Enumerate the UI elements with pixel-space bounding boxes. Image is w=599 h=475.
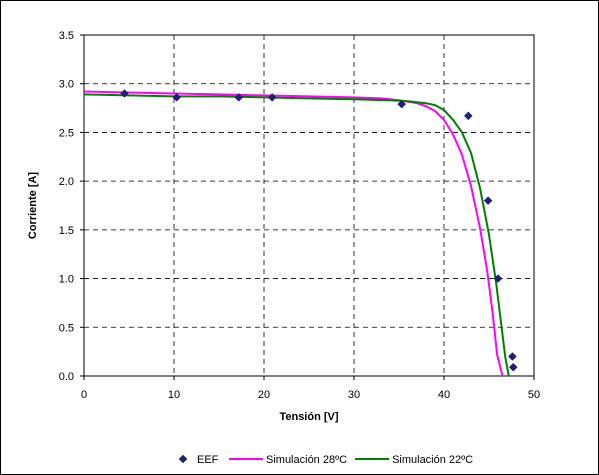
y-tick-label: 2.5 <box>59 127 74 139</box>
data-point-eef <box>397 99 407 109</box>
y-tick-label: 0.5 <box>59 322 74 334</box>
data-point-eef <box>508 352 517 361</box>
y-tick-label: 3.0 <box>59 79 74 91</box>
plot-area <box>84 35 534 376</box>
legend-label: Simulación 22ºC <box>392 454 473 466</box>
legend-label: EEF <box>197 454 219 466</box>
y-tick-label: 1.5 <box>59 225 74 237</box>
data-point-eef <box>483 196 493 205</box>
series-line-simulación-22ºc <box>83 93 510 377</box>
x-tick-label: 0 <box>81 389 87 401</box>
x-tick-label: 30 <box>348 389 360 401</box>
y-tick-label: 3.5 <box>59 30 74 42</box>
data-point-eef <box>120 89 129 98</box>
data-point-eef <box>463 111 473 121</box>
x-tick-label: 40 <box>438 389 450 401</box>
data-point-eef <box>172 93 182 102</box>
x-tick-label: 20 <box>258 389 270 401</box>
x-axis-title: Tensión [V] <box>279 411 338 423</box>
data-point-eef <box>234 93 244 102</box>
x-tick-label: 50 <box>528 389 540 401</box>
plot-border <box>83 34 535 377</box>
data-point-eef <box>267 93 277 102</box>
y-tick-label: 2.0 <box>59 176 74 188</box>
y-axis-title: Corriente [A] <box>27 172 39 240</box>
data-point-eef <box>508 362 518 372</box>
legend-marker-eef <box>178 454 188 464</box>
series-line-simulación-28ºc <box>83 90 504 377</box>
legend-label: Simulación 28ºC <box>266 454 347 466</box>
data-point-eef <box>493 274 503 283</box>
y-tick-label: 0.0 <box>59 371 74 383</box>
x-tick-label: 10 <box>168 389 180 401</box>
y-tick-label: 1.0 <box>59 274 74 286</box>
